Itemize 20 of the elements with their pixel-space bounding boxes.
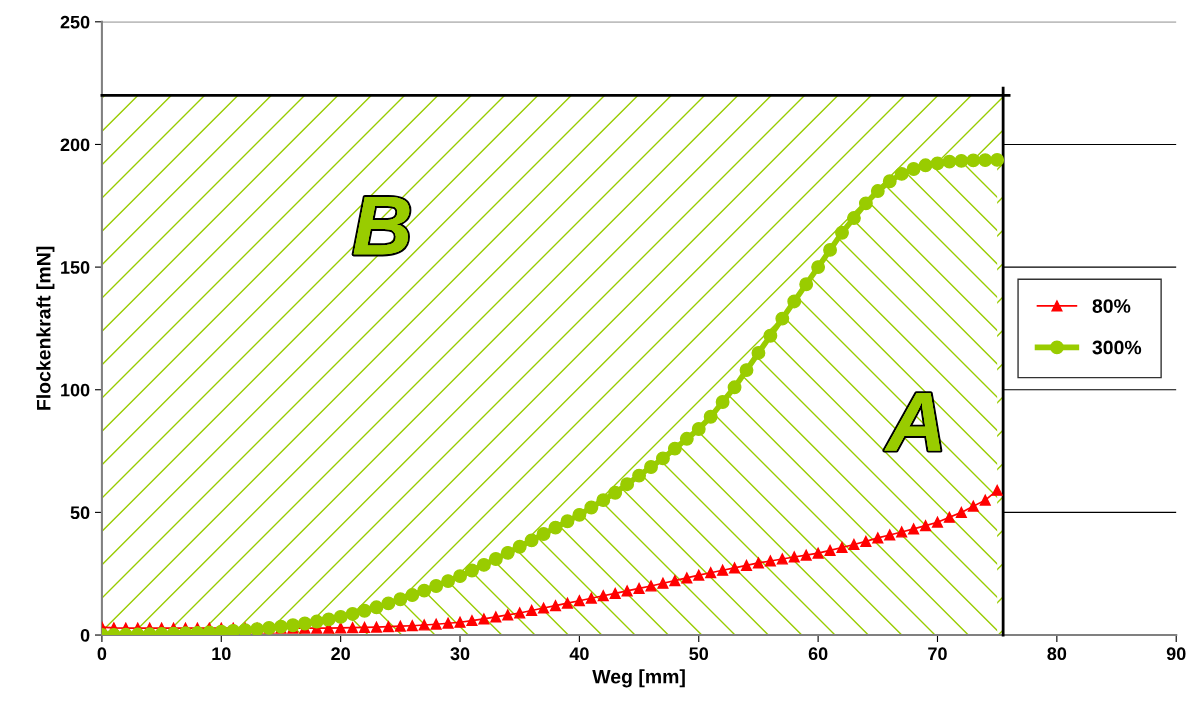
- legend-label: 80%: [1092, 299, 1131, 313]
- y-tick-label: 200: [60, 138, 90, 152]
- x-tick-label: 10: [212, 647, 231, 661]
- x-tick-label: 20: [331, 647, 350, 661]
- legend-label: 300%: [1092, 340, 1142, 355]
- x-tick-label: 30: [450, 647, 470, 661]
- x-axis-title: Weg [mm]: [592, 669, 685, 688]
- y-tick-label: 250: [60, 15, 90, 29]
- y-tick-label: 100: [61, 383, 90, 397]
- x-tick-label: 70: [928, 647, 947, 661]
- y-tick-label: 50: [70, 506, 90, 520]
- x-tick-label: 80: [1047, 647, 1067, 661]
- y-tick-label: 0: [80, 628, 90, 642]
- x-tick-label: 50: [689, 647, 709, 661]
- y-axis-title: Flockenkraft [mN]: [36, 246, 55, 410]
- x-tick-label: 40: [569, 647, 589, 661]
- x-tick-label: 0: [97, 647, 107, 661]
- x-tick-label: 60: [808, 647, 828, 661]
- y-tick-label: 150: [61, 261, 90, 274]
- x-tick-label: 90: [1166, 647, 1186, 661]
